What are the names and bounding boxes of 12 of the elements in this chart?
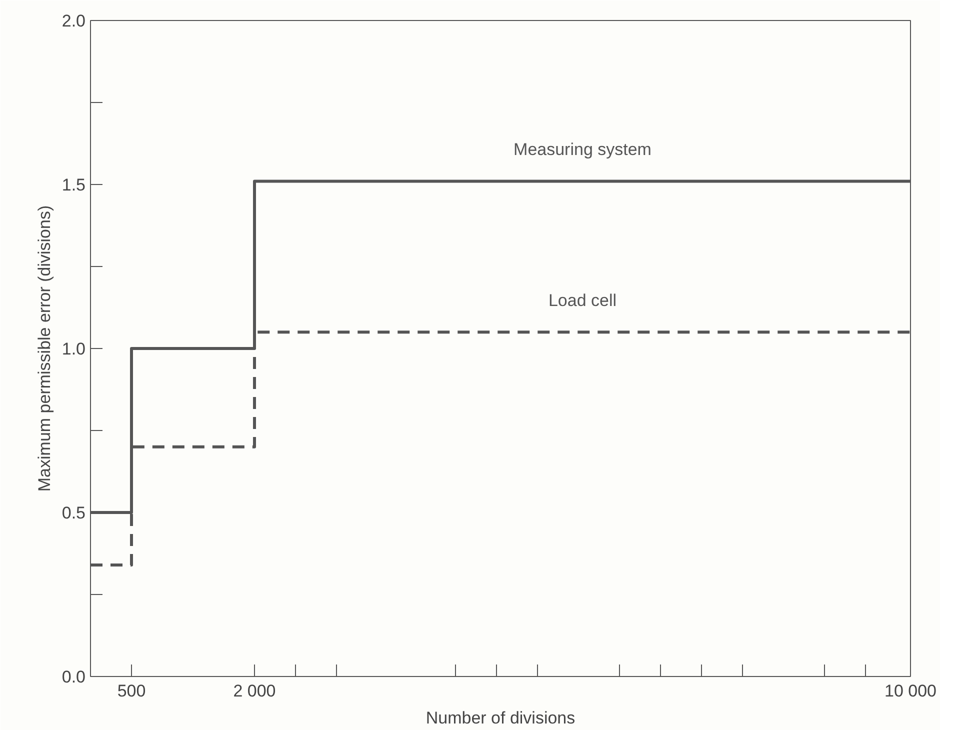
y-tick-label: 1.5: [62, 176, 86, 194]
x-axis-title: Number of divisions: [426, 708, 576, 728]
x-tick-label: 500: [117, 682, 146, 700]
y-tick-label: 1.0: [62, 340, 86, 358]
y-tick-label: 0.0: [62, 668, 86, 686]
x-tick-label: 2 000: [233, 682, 276, 700]
y-tick-label: 0.5: [62, 504, 86, 522]
series-label: Measuring system: [514, 140, 652, 160]
x-tick-label: 10 000: [884, 682, 936, 700]
y-axis-title: Maximum permissible error (divisions): [34, 205, 54, 492]
y-tick-label: 2.0: [62, 12, 86, 30]
series-label: Load cell: [548, 291, 617, 310]
